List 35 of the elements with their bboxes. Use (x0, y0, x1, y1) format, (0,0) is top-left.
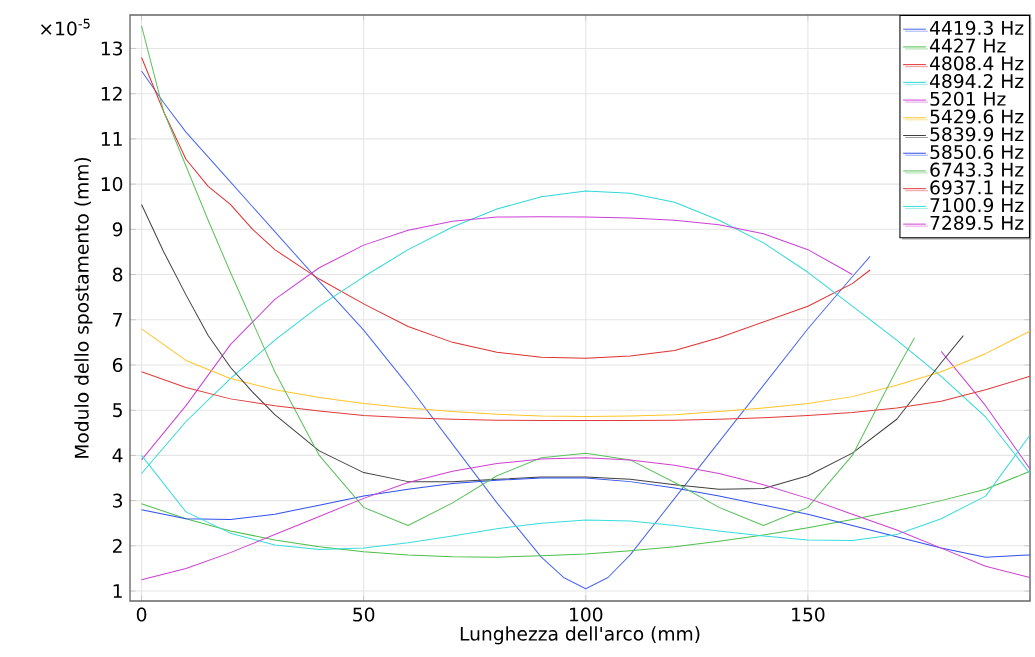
y-tick-label: 11 (101, 132, 122, 146)
legend-label: 4808.4 Hz (929, 56, 1024, 71)
line-series (141, 25, 916, 526)
legend-label: 7289.5 Hz (930, 215, 1024, 230)
y-tick-label: 5 (113, 403, 122, 418)
line-series (141, 328, 1031, 418)
x-tick-label: 50 (353, 607, 375, 622)
y-tick-label: 9 (112, 222, 123, 237)
line-series (141, 457, 1031, 581)
legend-label: 5850.6 Hz (930, 144, 1024, 160)
legend-label: 5201 Hz (930, 91, 1006, 106)
x-axis-title: Lunghezza dell'arco (mm) (460, 626, 700, 645)
legend-label: 5429.6 Hz (930, 109, 1024, 124)
y-tick-label: 7 (113, 312, 122, 327)
legend-label: 4419.3 Hz (929, 20, 1024, 35)
y-tick-label: 13 (101, 41, 123, 56)
text: ×10$^{-5}$ (41, 18, 90, 36)
y-tick-label: 1 (113, 584, 122, 598)
x-tick-label: 150 (792, 607, 825, 622)
y-tick-label: 2 (113, 538, 122, 553)
y-tick-label: 4 (112, 448, 123, 463)
legend-label: 4427 Hz (929, 38, 1006, 53)
legend-label: 7100.9 Hz (930, 198, 1024, 213)
legend-label: 6937.1 Hz (930, 180, 1024, 195)
legend-label: 5839.9 Hz (930, 127, 1024, 142)
x-tick-label: 0 (136, 607, 147, 622)
y-tick-label: 8 (112, 267, 123, 282)
y-tick-label: 12 (101, 86, 122, 101)
legend-label: 6743.3 Hz (930, 162, 1024, 177)
y-tick-label: 3 (113, 493, 123, 508)
x-tick-label: 100 (570, 607, 603, 622)
legend-label: 4894.2 Hz (929, 74, 1024, 89)
y-tick-label: 6 (112, 357, 123, 373)
y-axis-title: Modulo dello spostamento (mm) (74, 157, 93, 458)
y-tick-label: 10 (101, 177, 123, 192)
